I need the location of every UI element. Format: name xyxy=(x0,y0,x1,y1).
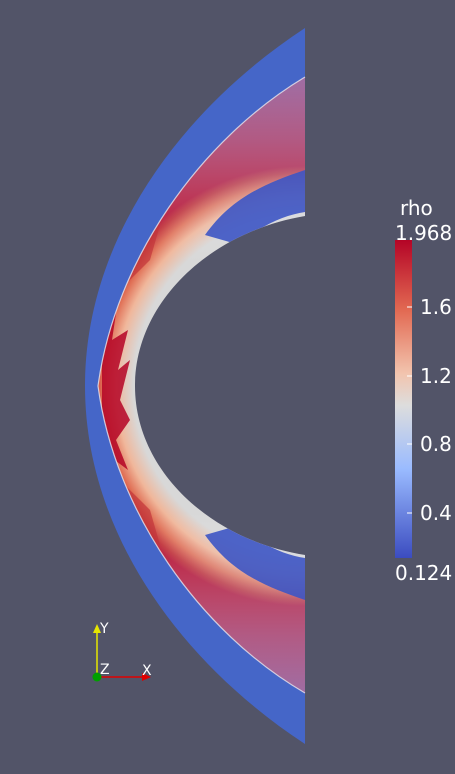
legend-tick-label: 0.4 xyxy=(420,501,452,525)
legend-title: rho xyxy=(400,196,433,220)
legend-tick-label: 1.6 xyxy=(420,295,452,319)
z-axis-dot-icon xyxy=(92,672,102,682)
legend-color-bar xyxy=(395,240,412,558)
legend-tick-label: 1.2 xyxy=(420,364,452,388)
legend-tick-label: 0.8 xyxy=(420,432,452,456)
freestream-region xyxy=(85,28,305,744)
y-axis-label: Y xyxy=(100,621,109,637)
x-axis-arrow-icon xyxy=(142,673,151,681)
shock-front xyxy=(97,76,306,694)
x-axis-label: X xyxy=(142,663,152,679)
y-axis-arrow-icon xyxy=(93,624,101,633)
orientation-axes xyxy=(92,624,151,682)
legend-ticks xyxy=(407,306,412,514)
legend-min-label: 0.124 xyxy=(395,561,453,585)
legend-max-label: 1.968 xyxy=(395,221,453,245)
z-axis-label: Z xyxy=(100,662,110,678)
